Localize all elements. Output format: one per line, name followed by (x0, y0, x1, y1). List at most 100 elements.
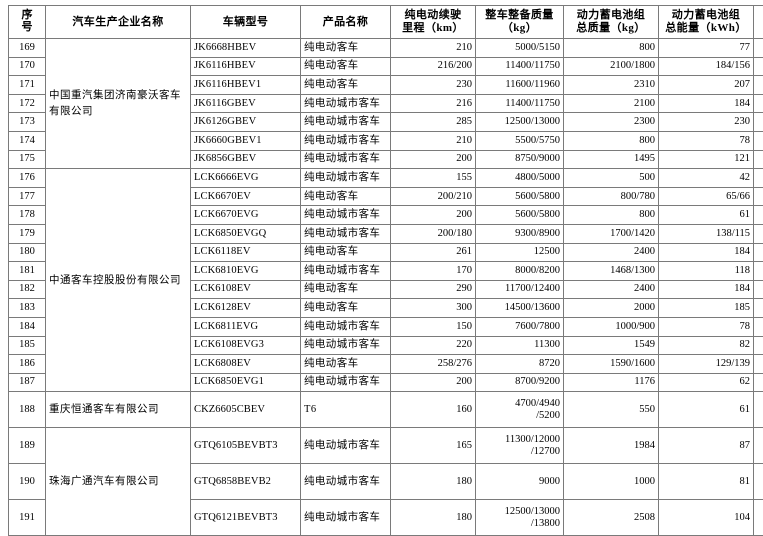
cell-curb-mass: 12500/13000 /13800 (476, 500, 564, 536)
cell-battery-energy: 129/139 (659, 355, 754, 374)
cell-remark (754, 373, 763, 392)
cell-product-name: 纯电动城市客车 (301, 113, 391, 132)
cell-sequence-number: 179 (9, 224, 46, 243)
cell-battery-mass: 1700/1420 (564, 224, 659, 243)
cell-electric-range: 200 (391, 206, 476, 225)
cell-electric-range: 150 (391, 317, 476, 336)
cell-vehicle-model: LCK6850EVGQ (191, 224, 301, 243)
column-header-battery-mass: 动力蓄电池组 总质量（kg） (564, 6, 659, 39)
cell-battery-energy: 118 (659, 262, 754, 281)
cell-product-name: 纯电动城市客车 (301, 336, 391, 355)
cell-sequence-number: 172 (9, 94, 46, 113)
cell-electric-range: 180 (391, 500, 476, 536)
cell-vehicle-model: LCK6670EV (191, 187, 301, 206)
header-batenergy-line1: 动力蓄电池组 (662, 9, 750, 22)
column-header-battery-energy: 动力蓄电池组 总能量（kWh） (659, 6, 754, 39)
cell-vehicle-model: LCK6850EVG1 (191, 373, 301, 392)
cell-vehicle-model: GTQ6858BEVB2 (191, 464, 301, 500)
cell-battery-mass: 1176 (564, 373, 659, 392)
cell-product-name: 纯电动客车 (301, 57, 391, 76)
cell-remark (754, 262, 763, 281)
cell-electric-range: 230 (391, 76, 476, 95)
cell-electric-range: 216/200 (391, 57, 476, 76)
cell-sequence-number: 176 (9, 169, 46, 188)
cell-sequence-number: 175 (9, 150, 46, 169)
cell-battery-mass: 2508 (564, 500, 659, 536)
cell-battery-mass: 1468/1300 (564, 262, 659, 281)
cell-product-name: 纯电动客车 (301, 39, 391, 58)
cell-sequence-number: 182 (9, 280, 46, 299)
cell-vehicle-model: LCK6108EV (191, 280, 301, 299)
cell-electric-range: 258/276 (391, 355, 476, 374)
cell-remark (754, 500, 763, 536)
cell-product-name: 纯电动城市客车 (301, 500, 391, 536)
cell-product-name: 纯电动城市客车 (301, 224, 391, 243)
cell-battery-mass: 2300 (564, 113, 659, 132)
document-page: 序号 汽车生产企业名称 车辆型号 产品名称 纯电动续驶 里程（km） 整车整备质… (0, 0, 763, 469)
cell-product-name: 纯电动城市客车 (301, 150, 391, 169)
cell-curb-mass: 9300/8900 (476, 224, 564, 243)
cell-battery-energy: 87 (659, 428, 754, 464)
cell-electric-range: 220 (391, 336, 476, 355)
cell-remark (754, 169, 763, 188)
cell-vehicle-model: GTQ6105BEVBT3 (191, 428, 301, 464)
cell-battery-mass: 2100 (564, 94, 659, 113)
cell-battery-energy: 81 (659, 464, 754, 500)
cell-sequence-number: 188 (9, 392, 46, 428)
cell-vehicle-model: JK6126GBEV (191, 113, 301, 132)
cell-battery-mass: 1495 (564, 150, 659, 169)
cell-vehicle-model: JK6116HBEV1 (191, 76, 301, 95)
cell-electric-range: 210 (391, 131, 476, 150)
cell-battery-mass: 1000 (564, 464, 659, 500)
cell-product-name: 纯电动城市客车 (301, 464, 391, 500)
cell-vehicle-model: LCK6808EV (191, 355, 301, 374)
column-header-seq: 序号 (9, 6, 46, 39)
cell-electric-range: 155 (391, 169, 476, 188)
cell-product-name: 纯电动客车 (301, 76, 391, 95)
cell-vehicle-model: JK6116GBEV (191, 94, 301, 113)
cell-sequence-number: 181 (9, 262, 46, 281)
header-batenergy-line2: 总能量（kWh） (662, 22, 750, 35)
cell-vehicle-model: JK6660GBEV1 (191, 131, 301, 150)
cell-remark (754, 464, 763, 500)
cell-battery-mass: 1590/1600 (564, 355, 659, 374)
cell-battery-mass: 1984 (564, 428, 659, 464)
cell-curb-mass: 12500/13000 (476, 113, 564, 132)
cell-electric-range: 216 (391, 94, 476, 113)
cell-electric-range: 200 (391, 373, 476, 392)
cell-sequence-number: 178 (9, 206, 46, 225)
cell-remark (754, 355, 763, 374)
cell-remark (754, 224, 763, 243)
cell-remark (754, 94, 763, 113)
cell-curb-mass: 8750/9000 (476, 150, 564, 169)
header-row: 序号 汽车生产企业名称 车辆型号 产品名称 纯电动续驶 里程（km） 整车整备质… (9, 6, 763, 39)
cell-battery-energy: 77 (659, 39, 754, 58)
cell-battery-energy: 184 (659, 243, 754, 262)
cell-company-name: 中国重汽集团济南豪沃客车有限公司 (46, 39, 191, 169)
cell-electric-range: 200/180 (391, 224, 476, 243)
cell-battery-energy: 42 (659, 169, 754, 188)
cell-electric-range: 170 (391, 262, 476, 281)
cell-battery-energy: 121 (659, 150, 754, 169)
cell-remark (754, 280, 763, 299)
cell-remark (754, 131, 763, 150)
vehicle-spec-table: 序号 汽车生产企业名称 车辆型号 产品名称 纯电动续驶 里程（km） 整车整备质… (8, 5, 763, 536)
cell-vehicle-model: LCK6670EVG (191, 206, 301, 225)
cell-battery-energy: 61 (659, 206, 754, 225)
cell-remark (754, 76, 763, 95)
cell-curb-mass: 5000/5150 (476, 39, 564, 58)
cell-electric-range: 210 (391, 39, 476, 58)
header-seq-char: 号 (12, 22, 42, 34)
column-header-company: 汽车生产企业名称 (46, 6, 191, 39)
cell-curb-mass: 9000 (476, 464, 564, 500)
cell-curb-mass: 14500/13600 (476, 299, 564, 318)
cell-curb-mass: 4800/5000 (476, 169, 564, 188)
cell-sequence-number: 189 (9, 428, 46, 464)
cell-electric-range: 300 (391, 299, 476, 318)
cell-battery-energy: 82 (659, 336, 754, 355)
cell-battery-energy: 61 (659, 392, 754, 428)
cell-product-name: 纯电动城市客车 (301, 317, 391, 336)
cell-curb-mass-value: 11300/12000 /12700 (479, 434, 560, 458)
cell-battery-energy: 207 (659, 76, 754, 95)
